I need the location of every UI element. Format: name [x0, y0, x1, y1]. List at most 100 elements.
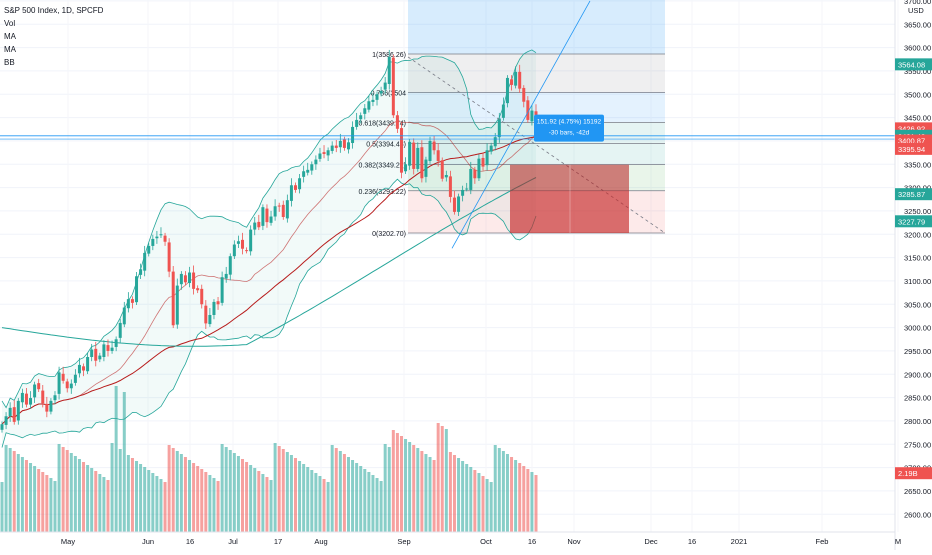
candle-body: [371, 99, 375, 102]
candle-body: [220, 277, 224, 303]
volume-bar: [416, 448, 420, 532]
legend-bb[interactable]: BB: [4, 58, 15, 67]
candle-body: [114, 339, 118, 347]
volume-bar: [130, 458, 134, 532]
volume-bar: [534, 475, 538, 532]
volume-bar: [375, 478, 379, 532]
candle-body: [481, 157, 485, 167]
volume-bar: [342, 454, 346, 532]
volume-bar: [448, 452, 452, 532]
volume-bar: [371, 475, 375, 532]
volume-bar: [139, 464, 143, 532]
candle-body: [399, 128, 403, 173]
candle-body: [375, 94, 379, 100]
volume-bar: [420, 451, 424, 532]
candle-body: [338, 140, 342, 148]
volume-bar: [212, 478, 216, 532]
ma-line-slow: [1, 177, 537, 347]
candle-body: [404, 164, 408, 172]
volume-bar: [208, 475, 212, 532]
candle-body: [200, 288, 204, 305]
volume-bar: [49, 478, 53, 532]
candle-body: [273, 206, 277, 217]
volume-bar: [196, 466, 200, 532]
legend-vol[interactable]: Vol: [4, 19, 16, 28]
volume-bar: [57, 444, 61, 532]
x-tick-label: Jun: [142, 537, 154, 546]
trend-line: [451, 0, 591, 249]
candle-body: [110, 347, 114, 351]
volume-bar: [16, 454, 20, 532]
legend-ma-1[interactable]: MA: [4, 32, 16, 41]
y-tick-label: 2950.00: [904, 347, 931, 356]
volume-bar: [395, 433, 399, 532]
price-badge: [895, 188, 932, 201]
x-tick-label: M: [895, 537, 901, 546]
candle-body: [367, 101, 371, 110]
x-tick-label: 16: [186, 537, 194, 546]
legend-ma-2[interactable]: MA: [4, 45, 16, 54]
candle-body: [289, 185, 293, 201]
candle-body: [257, 221, 261, 228]
fib-zone: [408, 54, 665, 93]
candle-body: [293, 185, 297, 190]
volume-bar: [526, 469, 530, 532]
candle-body: [57, 372, 61, 394]
volume-bar: [518, 463, 522, 532]
candle-body: [65, 381, 69, 389]
volume-bar: [428, 457, 432, 532]
volume-bar: [363, 469, 367, 532]
y-tick-label: 3150.00: [904, 254, 931, 263]
candle-body: [424, 159, 428, 177]
candle-body: [253, 222, 257, 230]
volume-bar: [155, 476, 159, 532]
candle-body: [428, 140, 432, 161]
candle-body: [249, 229, 253, 252]
candle-body: [330, 145, 334, 151]
volume-bar: [355, 463, 359, 532]
volume-bar: [90, 468, 94, 532]
candle-body: [526, 100, 530, 120]
price-badge: [895, 467, 932, 480]
volume-bar: [118, 449, 122, 532]
volume-bar: [473, 470, 477, 532]
y-tick-label: 3350.00: [904, 160, 931, 169]
x-tick-label: 16: [688, 537, 696, 546]
bb-lower: [1, 178, 537, 448]
price-badge: [895, 215, 932, 228]
y-tick-label: 3200.00: [904, 230, 931, 239]
price-badge-label: 2.19B: [898, 469, 918, 478]
price-badge-label: 3395.94: [898, 145, 925, 154]
volume-bar: [73, 456, 77, 532]
candle-body: [489, 145, 493, 152]
volume-bar: [236, 456, 240, 532]
candle-body: [188, 272, 192, 284]
candle-body: [212, 301, 216, 315]
candle-body: [346, 142, 350, 150]
volume-bar: [481, 476, 485, 532]
candle-body: [444, 174, 448, 178]
legend-title[interactable]: S&P 500 Index, 1D, SPCFD: [4, 6, 104, 15]
y-tick-label: 3600.00: [904, 44, 931, 53]
candle-body: [277, 205, 281, 207]
candle-body: [363, 108, 367, 114]
candle-body: [241, 239, 245, 249]
candle-body: [310, 164, 314, 171]
volume-bar: [171, 448, 175, 532]
volume-bar: [65, 450, 69, 532]
x-tick-label: Aug: [314, 537, 327, 546]
candle-body: [167, 242, 171, 272]
volume-bar: [232, 453, 236, 532]
volume-bar: [489, 482, 493, 532]
y-tick-label: 2850.00: [904, 394, 931, 403]
volume-bar: [183, 457, 187, 532]
volume-bar: [469, 467, 473, 532]
candle-body: [485, 150, 489, 166]
candle-body: [457, 196, 461, 212]
candle-body: [33, 384, 37, 398]
volume-bar: [122, 392, 126, 532]
candle-body: [261, 207, 265, 226]
bb-fill: [2, 49, 536, 448]
fib-level-label: 0.236(3293.22): [359, 189, 406, 196]
